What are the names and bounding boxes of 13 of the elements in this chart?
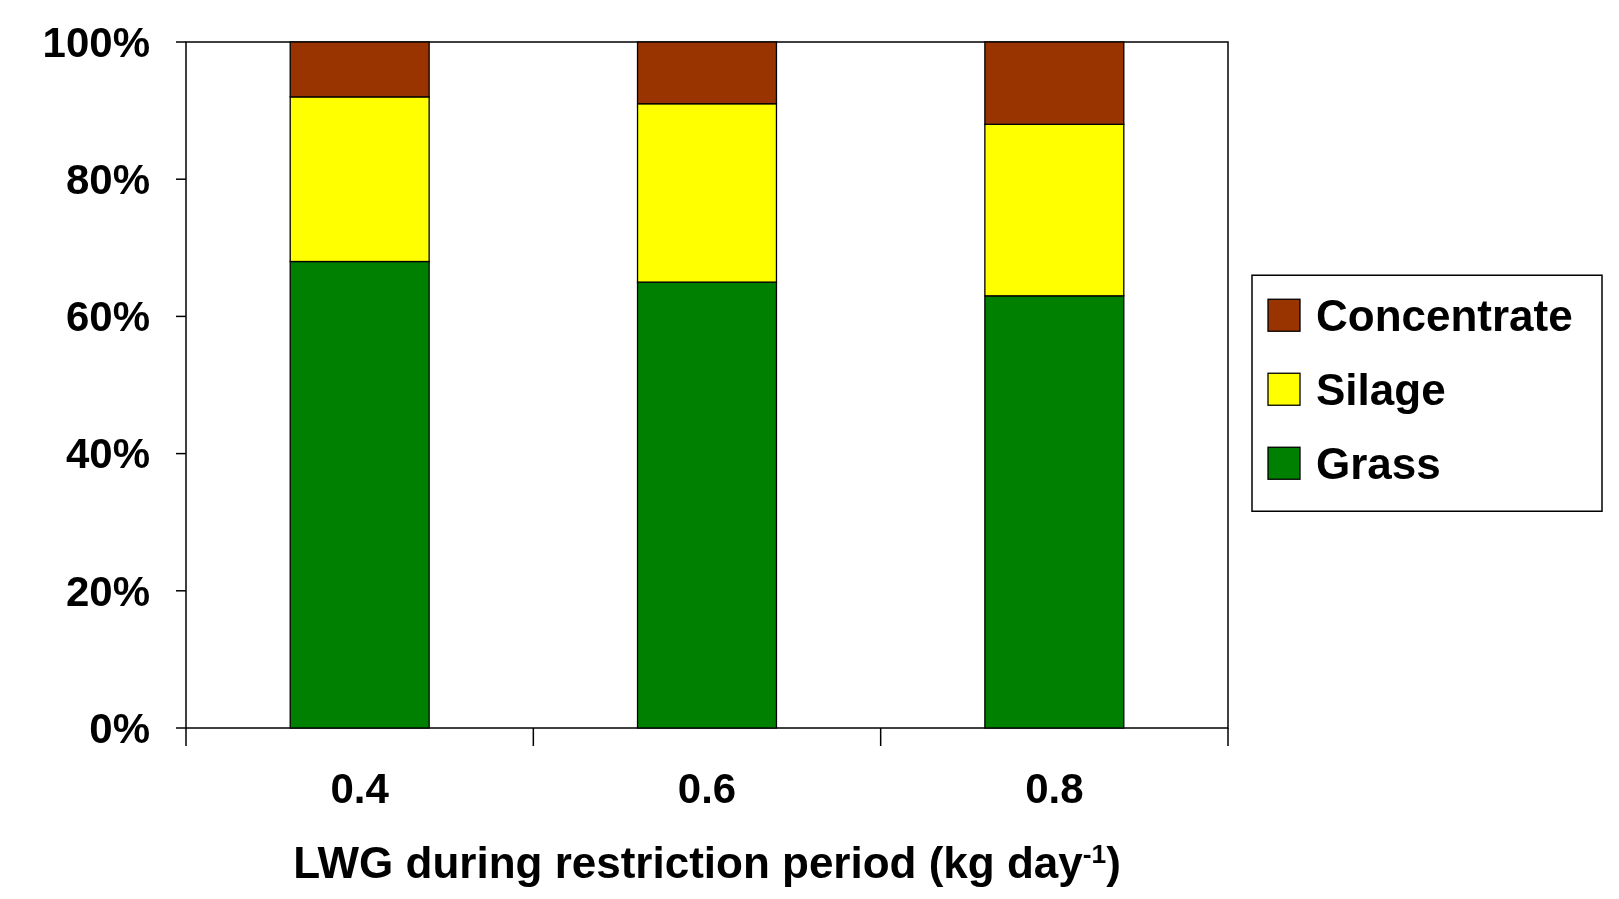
legend-label: Silage xyxy=(1316,364,1446,414)
x-axis-title: LWG during restriction period (kg day$^{-1}$) xyxy=(293,838,1121,887)
y-tick-label: 100% xyxy=(42,18,150,66)
x-tick-label: 0.4 xyxy=(330,765,390,812)
x-tick-label: 0.6 xyxy=(677,765,737,812)
y-tick-label: 20% xyxy=(65,567,150,615)
legend-label: Concentrate xyxy=(1316,290,1573,340)
y-tick-label: 80% xyxy=(65,155,150,203)
y-tick-label: 0% xyxy=(89,704,150,752)
x-tick-label: 0.8 xyxy=(1025,765,1084,812)
legend-label: Grass xyxy=(1316,438,1441,488)
y-tick-label: 60% xyxy=(65,293,150,341)
y-tick-label: 40% xyxy=(65,430,150,478)
